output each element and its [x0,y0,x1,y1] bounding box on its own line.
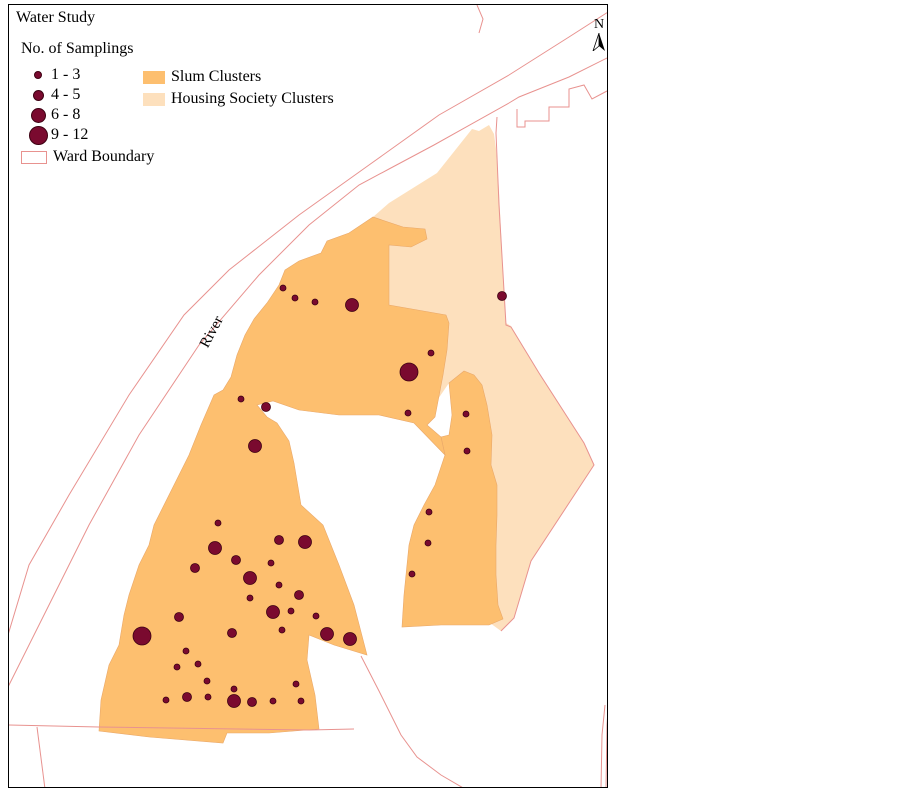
sampling-point [497,291,507,301]
ward-boundary-lines [9,5,607,787]
legend-ward-boundary: Ward Boundary [21,147,154,167]
sample-point-icon [28,125,48,145]
sampling-point [132,626,152,646]
sampling-point [227,628,237,638]
sampling-point [278,626,286,634]
sampling-point [424,539,432,547]
sampling-point [291,294,299,302]
sampling-point [204,693,212,701]
map-title: Water Study [16,9,96,26]
sampling-point [298,535,312,549]
sampling-point [269,697,277,705]
slum-cluster-main [98,216,450,744]
legend-class-1-3: 1 - 3 [25,65,80,85]
sampling-point [214,519,222,527]
sampling-point [427,349,435,357]
sampling-point [231,555,241,565]
sampling-point [203,677,211,685]
sampling-point [320,627,334,641]
north-arrow: N [589,17,607,56]
sampling-points [132,284,507,708]
sampling-point [275,581,283,589]
sampling-point [261,402,271,412]
sampling-point [274,535,284,545]
legend-class-6-8: 6 - 8 [25,105,80,125]
sampling-point [462,410,470,418]
sampling-point [182,647,190,655]
sampling-point [294,590,304,600]
sampling-point [248,439,262,453]
sampling-point [463,447,471,455]
legend-housing-clusters: Housing Society Clusters [143,89,334,109]
sampling-point [173,663,181,671]
north-arrow-icon [592,32,605,53]
sampling-point [425,508,433,516]
map-frame: Water Study No. of Samplings 1 - 3 4 - 5… [8,4,608,788]
sampling-point [247,697,257,707]
ward-boundary-swatch [21,150,47,164]
slum-swatch [143,70,165,84]
housing-swatch [143,92,165,106]
legend-class-4-5: 4 - 5 [25,85,80,105]
sampling-point [267,559,275,567]
sampling-point [345,298,359,312]
sampling-point [174,612,184,622]
sampling-point [279,284,287,292]
sample-point-icon [30,107,46,123]
sampling-point [404,409,412,417]
sampling-point [246,594,254,602]
sampling-point [208,541,222,555]
map-canvas [9,5,607,787]
legend-heading: No. of Samplings [21,40,134,57]
sampling-point [243,571,257,585]
housing-society-cluster [373,125,594,631]
sample-point-icon [32,89,44,101]
sampling-point [343,632,357,646]
sampling-point [292,680,300,688]
sampling-point [190,563,200,573]
sampling-point [194,660,202,668]
sampling-point [408,570,416,578]
sampling-point [162,696,170,704]
sampling-point [311,298,319,306]
sampling-point [227,694,241,708]
sampling-point [182,692,192,702]
sampling-point [237,395,245,403]
sampling-point [312,612,320,620]
north-label: N [593,17,605,32]
sampling-point [399,362,419,382]
sample-point-icon [34,71,42,79]
legend-slum-clusters: Slum Clusters [143,67,261,87]
legend-class-9-12: 9 - 12 [25,125,88,145]
sampling-point [230,685,238,693]
sampling-point [297,697,305,705]
slum-cluster-east [401,370,504,628]
sampling-point [266,605,280,619]
sampling-point [287,607,295,615]
